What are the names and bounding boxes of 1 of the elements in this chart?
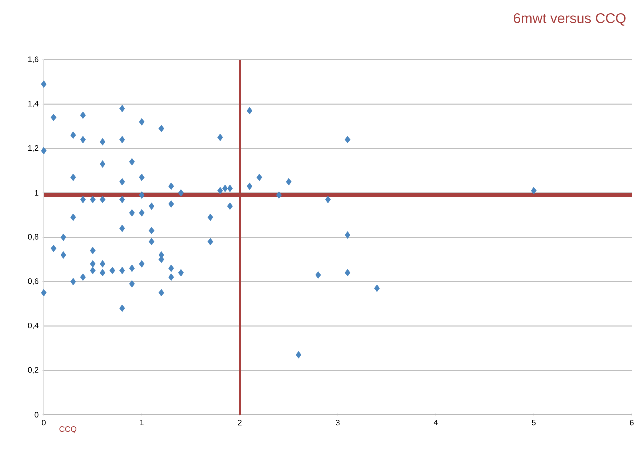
chart-title: 6mwt versus CCQ (514, 14, 626, 26)
